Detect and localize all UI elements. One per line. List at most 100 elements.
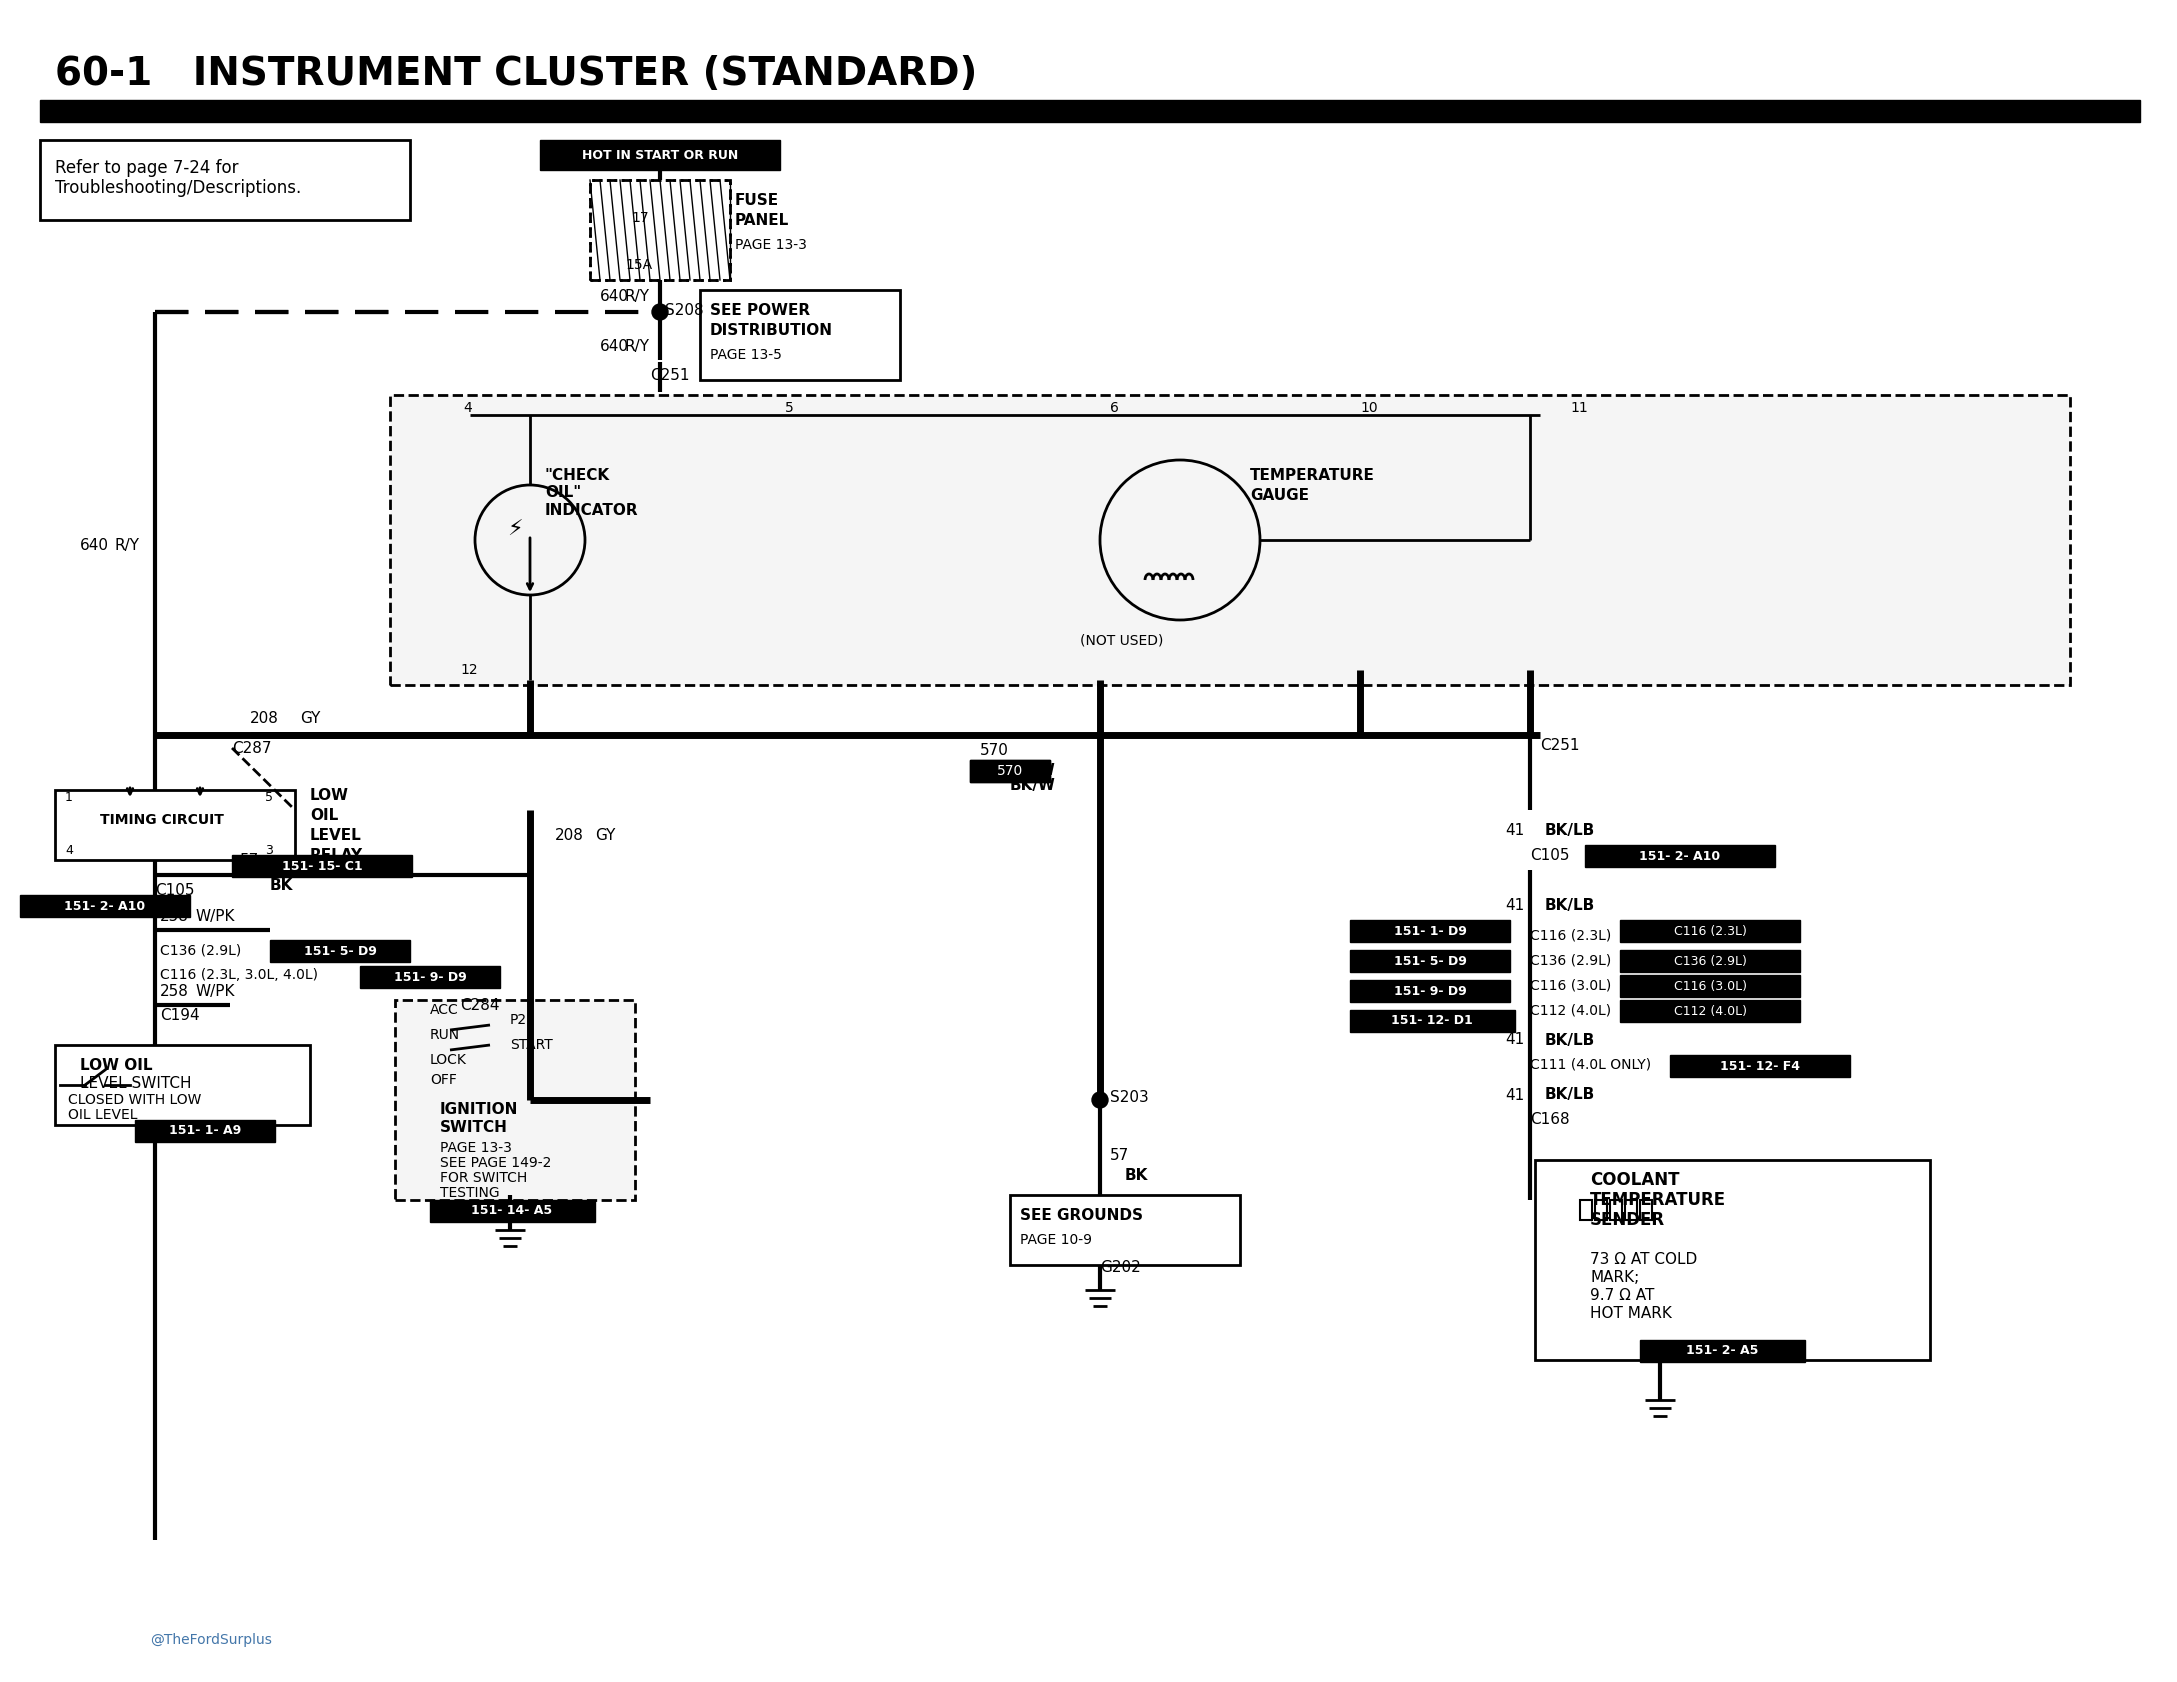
- Text: RUN: RUN: [431, 1028, 459, 1043]
- Text: C116 (3.0L): C116 (3.0L): [1674, 979, 1746, 992]
- Text: TESTING: TESTING: [440, 1186, 501, 1199]
- Text: 4: 4: [464, 400, 472, 415]
- Bar: [390, 395, 2070, 685]
- Text: 208: 208: [555, 828, 583, 843]
- Bar: [270, 940, 409, 962]
- Text: FOR SWITCH: FOR SWITCH: [440, 1171, 527, 1186]
- Text: OIL": OIL": [544, 484, 581, 500]
- Text: SEE PAGE 149-2: SEE PAGE 149-2: [440, 1156, 551, 1171]
- Text: BK/W: BK/W: [1010, 762, 1056, 777]
- Bar: [1010, 1194, 1241, 1265]
- Bar: [1596, 1199, 1607, 1219]
- Text: 6: 6: [1110, 400, 1119, 415]
- Bar: [1350, 920, 1511, 942]
- Text: R/Y: R/Y: [625, 338, 651, 353]
- Text: "CHECK: "CHECK: [544, 468, 610, 483]
- Text: TEMPERATURE: TEMPERATURE: [1589, 1191, 1726, 1209]
- Text: C116 (2.3L, 3.0L, 4.0L): C116 (2.3L, 3.0L, 4.0L): [159, 969, 318, 982]
- Text: 151- 2- A10: 151- 2- A10: [65, 900, 146, 913]
- Text: DISTRIBUTION: DISTRIBUTION: [710, 323, 834, 338]
- Text: BK/W: BK/W: [1010, 777, 1056, 792]
- Text: R/Y: R/Y: [115, 538, 139, 552]
- Bar: [1639, 1341, 1805, 1362]
- Bar: [135, 1120, 274, 1142]
- Text: RELAY: RELAY: [309, 848, 364, 863]
- Bar: [1620, 1001, 1800, 1023]
- Text: 640: 640: [81, 538, 109, 552]
- Text: 151- 15- C1: 151- 15- C1: [281, 860, 361, 873]
- Bar: [1620, 950, 1800, 972]
- Text: @TheFordSurplus: @TheFordSurplus: [150, 1633, 272, 1647]
- Bar: [971, 760, 1049, 782]
- Text: BK/LB: BK/LB: [1546, 1088, 1596, 1102]
- Bar: [590, 180, 729, 279]
- Text: 570: 570: [997, 764, 1023, 779]
- Text: C112 (4.0L): C112 (4.0L): [1674, 1004, 1746, 1018]
- Text: C136 (2.9L): C136 (2.9L): [159, 944, 242, 957]
- Bar: [1350, 1009, 1515, 1033]
- Text: GAUGE: GAUGE: [1250, 488, 1308, 503]
- Text: 208: 208: [250, 710, 279, 725]
- Bar: [1620, 976, 1800, 997]
- Bar: [1350, 950, 1511, 972]
- Text: S203: S203: [1110, 1090, 1149, 1105]
- Text: 151- 2- A10: 151- 2- A10: [1639, 849, 1720, 863]
- Text: C251: C251: [651, 367, 690, 382]
- Text: SEE POWER: SEE POWER: [710, 303, 810, 318]
- Text: 151- 5- D9: 151- 5- D9: [1393, 954, 1467, 967]
- Text: LOW: LOW: [309, 787, 348, 802]
- Text: C168: C168: [1530, 1112, 1570, 1127]
- Text: OIL LEVEL: OIL LEVEL: [67, 1108, 137, 1122]
- Text: 41: 41: [1504, 1088, 1524, 1102]
- Text: OIL: OIL: [309, 807, 337, 822]
- Text: C287: C287: [233, 740, 272, 755]
- Text: C112 (4.0L): C112 (4.0L): [1530, 1002, 1611, 1018]
- Bar: [431, 1199, 594, 1223]
- Text: 41: 41: [1504, 1033, 1524, 1048]
- Text: C116 (2.3L): C116 (2.3L): [1674, 925, 1746, 937]
- Bar: [1581, 1199, 1591, 1219]
- Text: Refer to page 7-24 for: Refer to page 7-24 for: [54, 160, 239, 177]
- Text: 4: 4: [65, 843, 72, 856]
- Text: Troubleshooting/Descriptions.: Troubleshooting/Descriptions.: [54, 178, 300, 197]
- Text: 151- 9- D9: 151- 9- D9: [1393, 984, 1467, 997]
- Text: 3: 3: [266, 843, 272, 856]
- Bar: [39, 99, 2140, 123]
- Text: 151- 12- D1: 151- 12- D1: [1391, 1014, 1474, 1028]
- Text: 151- 14- A5: 151- 14- A5: [472, 1204, 553, 1218]
- Text: FUSE: FUSE: [736, 192, 779, 207]
- Text: W/PK: W/PK: [196, 984, 235, 999]
- Text: 41: 41: [1504, 898, 1524, 913]
- Text: START: START: [509, 1038, 553, 1051]
- Text: S208: S208: [664, 303, 703, 318]
- Text: 57: 57: [239, 853, 259, 868]
- Bar: [1639, 1199, 1652, 1219]
- Text: IGNITION: IGNITION: [440, 1102, 518, 1117]
- Text: GY: GY: [300, 710, 320, 725]
- Text: ⚡: ⚡: [507, 520, 522, 540]
- Bar: [971, 760, 1049, 782]
- Text: W/PK: W/PK: [196, 908, 235, 923]
- Text: 258: 258: [159, 984, 189, 999]
- Bar: [1611, 1199, 1622, 1219]
- Text: TEMPERATURE: TEMPERATURE: [1250, 468, 1376, 483]
- Text: C105: C105: [155, 883, 194, 898]
- Text: 151- 2- A5: 151- 2- A5: [1685, 1344, 1759, 1357]
- Text: 151- 1- D9: 151- 1- D9: [1393, 925, 1467, 937]
- Text: 151- 1- A9: 151- 1- A9: [170, 1125, 242, 1137]
- Text: 15A: 15A: [625, 257, 653, 272]
- Text: MARK;: MARK;: [1589, 1270, 1639, 1285]
- Text: LOCK: LOCK: [431, 1053, 466, 1066]
- Text: 10: 10: [1361, 400, 1378, 415]
- Text: LEVEL SWITCH: LEVEL SWITCH: [81, 1075, 192, 1090]
- Text: G202: G202: [1099, 1260, 1141, 1275]
- Text: C251: C251: [1539, 737, 1581, 752]
- Text: 570: 570: [980, 742, 1008, 757]
- Text: 1: 1: [65, 791, 72, 804]
- Text: BK: BK: [1126, 1167, 1149, 1182]
- Bar: [1624, 1199, 1637, 1219]
- Text: 258: 258: [159, 908, 189, 923]
- Text: 5: 5: [786, 400, 795, 415]
- Bar: [1535, 1161, 1931, 1361]
- Text: 5: 5: [266, 791, 272, 804]
